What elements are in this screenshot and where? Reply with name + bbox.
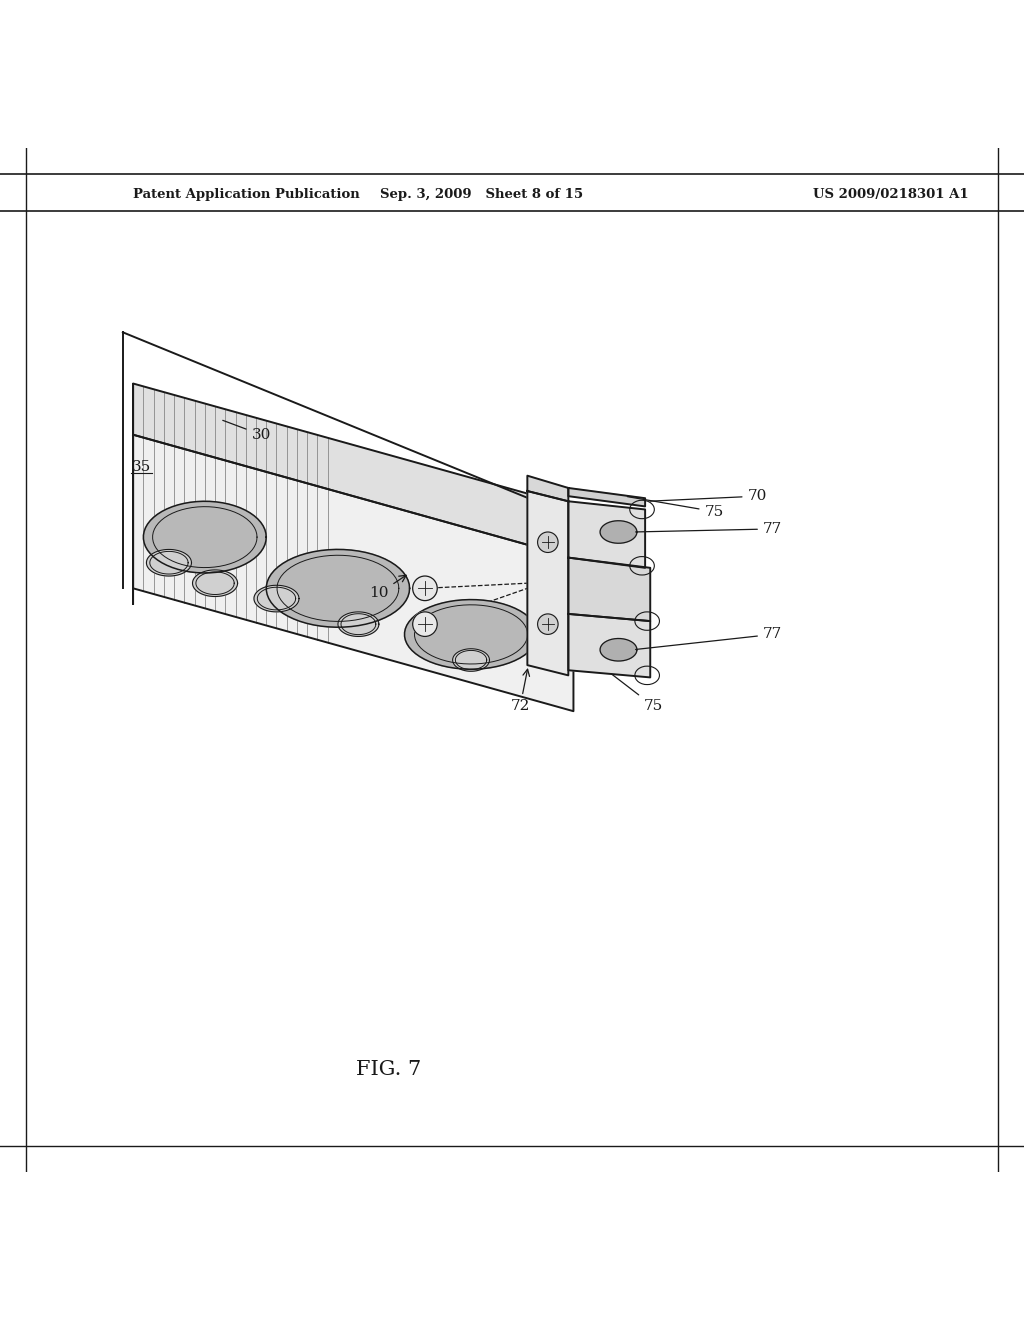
Circle shape	[538, 532, 558, 553]
Text: 75: 75	[628, 496, 724, 519]
Polygon shape	[568, 614, 650, 677]
Polygon shape	[600, 521, 637, 544]
Polygon shape	[568, 557, 650, 622]
Text: 70: 70	[650, 490, 767, 503]
Polygon shape	[568, 502, 645, 568]
Text: 10: 10	[369, 576, 407, 601]
Text: 77: 77	[636, 627, 782, 649]
Polygon shape	[133, 384, 573, 557]
Circle shape	[413, 612, 437, 636]
Polygon shape	[146, 549, 191, 576]
Text: 30: 30	[223, 420, 270, 442]
Circle shape	[538, 614, 558, 635]
Polygon shape	[266, 549, 410, 627]
Polygon shape	[527, 475, 568, 502]
Polygon shape	[254, 585, 299, 612]
Text: Sep. 3, 2009   Sheet 8 of 15: Sep. 3, 2009 Sheet 8 of 15	[380, 187, 583, 201]
Circle shape	[413, 576, 437, 601]
Text: Patent Application Publication: Patent Application Publication	[133, 187, 359, 201]
Polygon shape	[133, 434, 573, 711]
Polygon shape	[193, 570, 238, 597]
Polygon shape	[527, 491, 568, 676]
Polygon shape	[600, 639, 637, 661]
Text: US 2009/0218301 A1: US 2009/0218301 A1	[813, 187, 969, 201]
Polygon shape	[453, 648, 489, 672]
Text: FIG. 7: FIG. 7	[356, 1060, 422, 1080]
Polygon shape	[568, 488, 645, 507]
Polygon shape	[404, 599, 538, 669]
Text: 35: 35	[132, 461, 151, 474]
Text: 72: 72	[511, 669, 529, 713]
Text: 77: 77	[636, 521, 782, 536]
Polygon shape	[338, 612, 379, 636]
Text: 75: 75	[611, 675, 663, 713]
Polygon shape	[143, 502, 266, 573]
